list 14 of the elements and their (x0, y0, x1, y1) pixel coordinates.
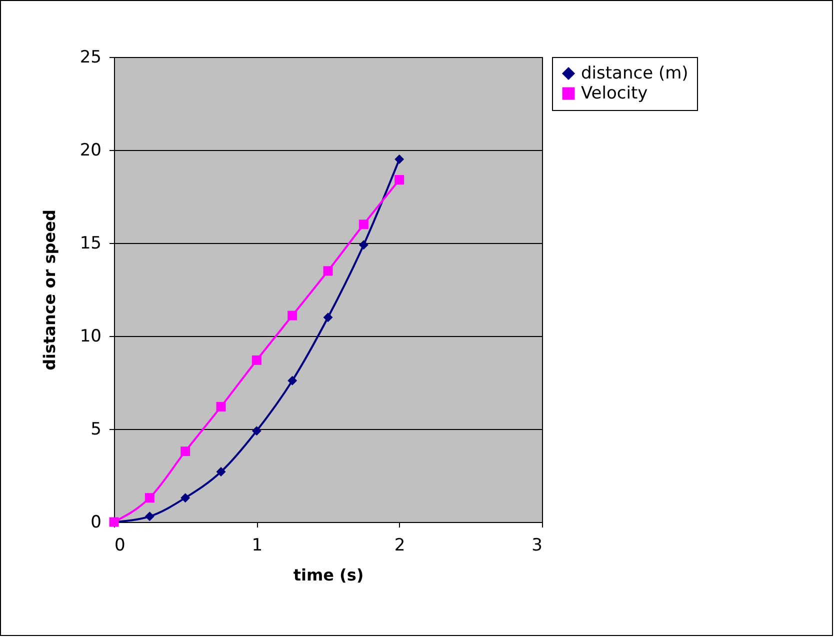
y-tick-label: 0 (90, 512, 102, 532)
legend-label: Velocity (581, 84, 648, 104)
x-tick-label: 1 (252, 536, 263, 556)
x-tick-label: 2 (394, 536, 406, 556)
y-tick-label: 15 (80, 234, 102, 254)
x-tick-label: 0 (114, 536, 126, 556)
legend-label: distance (m) (581, 64, 688, 84)
y-tick-label: 20 (80, 140, 102, 160)
x-axis-title: time (s) (293, 566, 364, 584)
y-tick-label: 25 (80, 48, 102, 68)
x-tick-label: 3 (532, 536, 542, 556)
y-tick-label: 5 (90, 420, 102, 440)
y-axis-title: distance or speed (40, 210, 59, 370)
y-tick-label: 10 (80, 326, 102, 346)
